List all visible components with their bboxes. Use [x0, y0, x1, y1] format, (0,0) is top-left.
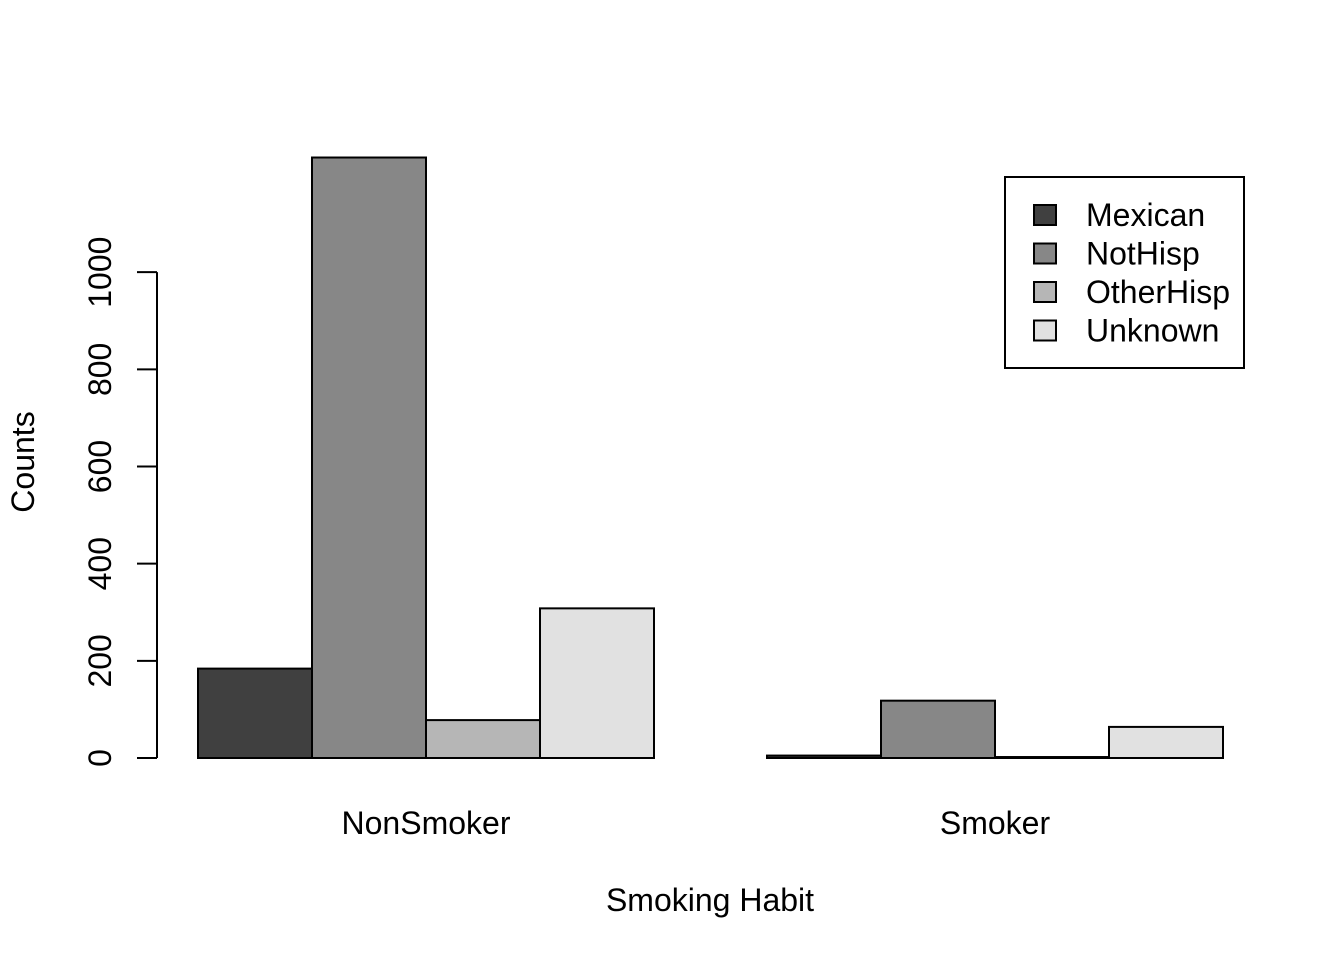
legend-label: Mexican	[1086, 197, 1205, 233]
bar-otherhisp-smoker	[994, 756, 1110, 759]
bar-nothisp-nonsmoker	[311, 156, 427, 760]
bar-otherhisp-nonsmoker	[425, 719, 541, 760]
y-tick-label: 600	[82, 440, 118, 493]
category-label: NonSmoker	[342, 805, 511, 841]
category-labels: NonSmoker Smoker	[342, 805, 1051, 841]
bar-mexican-nonsmoker	[197, 667, 313, 760]
y-axis: 0 200 400 600 800 1000	[82, 237, 158, 767]
legend-swatch	[1033, 281, 1057, 303]
y-tick-label: 1000	[82, 237, 118, 308]
y-tick-label: 400	[82, 537, 118, 590]
legend-swatch	[1033, 242, 1057, 265]
y-axis-title: Counts	[5, 411, 41, 512]
y-tick-label: 0	[82, 749, 118, 767]
category-label: Smoker	[940, 805, 1051, 841]
bar-unknown-nonsmoker	[539, 607, 655, 760]
bar-mexican-smoker	[766, 754, 882, 760]
legend-swatch	[1033, 319, 1057, 342]
x-axis-title: Smoking Habit	[606, 882, 814, 918]
legend-swatch	[1033, 204, 1057, 226]
y-tick-label: 200	[82, 634, 118, 687]
legend-label: NotHisp	[1086, 236, 1200, 272]
bar-unknown-smoker	[1108, 725, 1224, 759]
legend-label: OtherHisp	[1086, 274, 1230, 310]
y-tick-label: 800	[82, 343, 118, 396]
legend-label: Unknown	[1086, 313, 1219, 349]
bars	[197, 156, 1224, 760]
bar-nothisp-smoker	[880, 699, 996, 759]
